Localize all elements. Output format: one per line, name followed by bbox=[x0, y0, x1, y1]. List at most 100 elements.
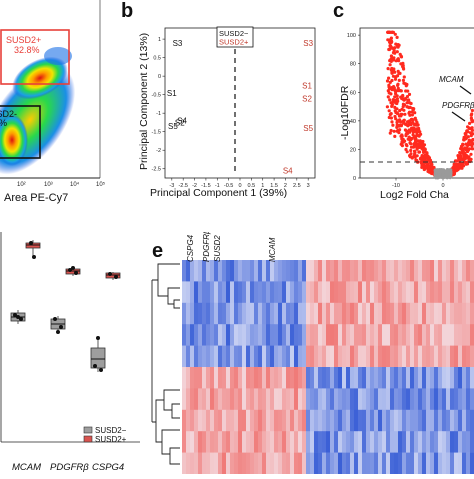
heatmap-cell bbox=[382, 281, 387, 304]
heatmap-cell bbox=[370, 409, 375, 432]
heatmap-cell bbox=[222, 324, 227, 346]
heatmap-cell bbox=[278, 260, 283, 282]
heatmap-cell bbox=[274, 388, 279, 411]
heatmap-cell bbox=[314, 367, 319, 389]
volcano-point-significant bbox=[392, 86, 396, 90]
heatmap-cell bbox=[194, 452, 199, 475]
heatmap-cell bbox=[358, 388, 363, 411]
volcano-point-significant bbox=[415, 159, 419, 163]
heatmap-cell bbox=[294, 260, 299, 282]
volcano-point-significant bbox=[465, 156, 469, 160]
heatmap-cell bbox=[326, 409, 331, 432]
heatmap-cell bbox=[330, 324, 335, 346]
volcano-point-significant bbox=[398, 52, 402, 56]
heatmap-cell bbox=[226, 431, 231, 453]
heatmap-cell bbox=[298, 452, 303, 475]
heatmap-cell bbox=[298, 302, 303, 325]
heatmap-cell bbox=[374, 452, 379, 475]
heatmap-cell bbox=[226, 367, 231, 389]
heatmap-cell bbox=[458, 324, 463, 346]
heatmap-cell bbox=[422, 345, 427, 368]
volcano-point-significant bbox=[394, 75, 398, 79]
volcano-point-significant bbox=[394, 110, 398, 115]
heatmap-cell bbox=[202, 367, 207, 389]
heatmap-cell bbox=[294, 452, 299, 475]
pca-point-label: S4 bbox=[177, 117, 187, 126]
heatmap-cell bbox=[418, 431, 423, 453]
heatmap-cell bbox=[214, 452, 219, 475]
heatmap-cell bbox=[206, 281, 211, 304]
heatmap-cell bbox=[282, 409, 287, 432]
volcano-point-significant bbox=[389, 54, 393, 58]
heatmap-cell bbox=[262, 345, 267, 368]
heatmap-cell bbox=[318, 388, 323, 411]
heatmap-cell bbox=[294, 367, 299, 389]
volcano-point-significant bbox=[390, 46, 394, 50]
heatmap: CSPG4 PDGFRβ SUSD2 MCAM bbox=[151, 229, 474, 475]
heatmap-cell bbox=[398, 367, 403, 389]
heatmap-cell bbox=[362, 324, 367, 346]
volcano-point-significant bbox=[471, 147, 474, 151]
heatmap-cell bbox=[210, 281, 215, 304]
volcano-point-significant bbox=[402, 108, 406, 112]
heatmap-cell bbox=[366, 345, 371, 368]
volcano-point-ns bbox=[448, 174, 452, 178]
volcano-point-significant bbox=[386, 95, 390, 99]
heatmap-cell bbox=[342, 260, 347, 282]
heatmap-cell bbox=[230, 281, 235, 304]
volcano-x-axis-label: Log2 Fold Cha bbox=[380, 189, 449, 201]
heatmap-cell bbox=[194, 367, 199, 389]
heatmap-cell bbox=[362, 388, 367, 411]
heatmap-cell bbox=[466, 409, 471, 432]
heatmap-cell bbox=[374, 302, 379, 325]
heatmap-cell bbox=[238, 345, 243, 368]
volcano-point-significant bbox=[464, 142, 468, 146]
category-label: PDGFRβ bbox=[50, 462, 89, 473]
heatmap-cell bbox=[470, 431, 474, 453]
heatmap-cell bbox=[334, 367, 339, 389]
heatmap-cell bbox=[314, 452, 319, 475]
heatmap-cell bbox=[406, 367, 411, 389]
heatmap-cell bbox=[302, 345, 307, 368]
heatmap-cell bbox=[198, 388, 203, 411]
volcano-point-significant bbox=[408, 121, 412, 125]
heatmap-cell bbox=[186, 281, 191, 304]
heatmap-cell bbox=[186, 452, 191, 475]
volcano-point-significant bbox=[467, 141, 471, 145]
heatmap-cell bbox=[202, 281, 207, 304]
gate-susd2-positive bbox=[0, 29, 70, 85]
heatmap-cell bbox=[182, 431, 187, 453]
heatmap-cell bbox=[202, 260, 207, 282]
heatmap-cell bbox=[302, 431, 307, 453]
heatmap-cell bbox=[354, 367, 359, 389]
heatmap-cell bbox=[458, 409, 463, 432]
heatmap-cell bbox=[250, 324, 255, 346]
heatmap-cell bbox=[374, 324, 379, 346]
heatmap-cell bbox=[238, 324, 243, 346]
volcano-point-significant bbox=[461, 142, 465, 146]
volcano-point-significant bbox=[399, 55, 404, 59]
pca-y-tick-label: -1.5 bbox=[152, 130, 161, 136]
volcano-point-significant bbox=[385, 105, 389, 109]
volcano-point-significant bbox=[395, 120, 399, 124]
heatmap-cell bbox=[390, 388, 395, 411]
gate-susd2-negative bbox=[0, 105, 41, 159]
volcano-point-significant bbox=[389, 92, 393, 96]
heatmap-cell bbox=[322, 388, 327, 411]
heatmap-cell bbox=[198, 260, 203, 282]
heatmap-cell bbox=[226, 302, 231, 325]
column-label-pdgfrb: PDGFRβ bbox=[202, 232, 211, 262]
heatmap-cell bbox=[198, 324, 203, 346]
pca-legend-entry: SUSD2− bbox=[219, 29, 249, 38]
heatmap-cell bbox=[438, 409, 443, 432]
volcano-point-significant bbox=[424, 165, 428, 169]
volcano-point-significant bbox=[455, 159, 459, 163]
heatmap-cell bbox=[434, 260, 439, 282]
volcano-point-significant bbox=[399, 134, 403, 138]
heatmap-cell bbox=[458, 281, 463, 304]
volcano-point-significant bbox=[389, 38, 393, 42]
heatmap-cell bbox=[434, 431, 439, 453]
heatmap-cell bbox=[398, 324, 403, 346]
pca-ticks: -3 -2.5 -2 -1.5 -1 -0.5 0 0.5 1 1.5 2 2.5 3 1 0.5 0 -0.5… bbox=[152, 37, 310, 189]
heatmap-cell bbox=[386, 302, 391, 325]
